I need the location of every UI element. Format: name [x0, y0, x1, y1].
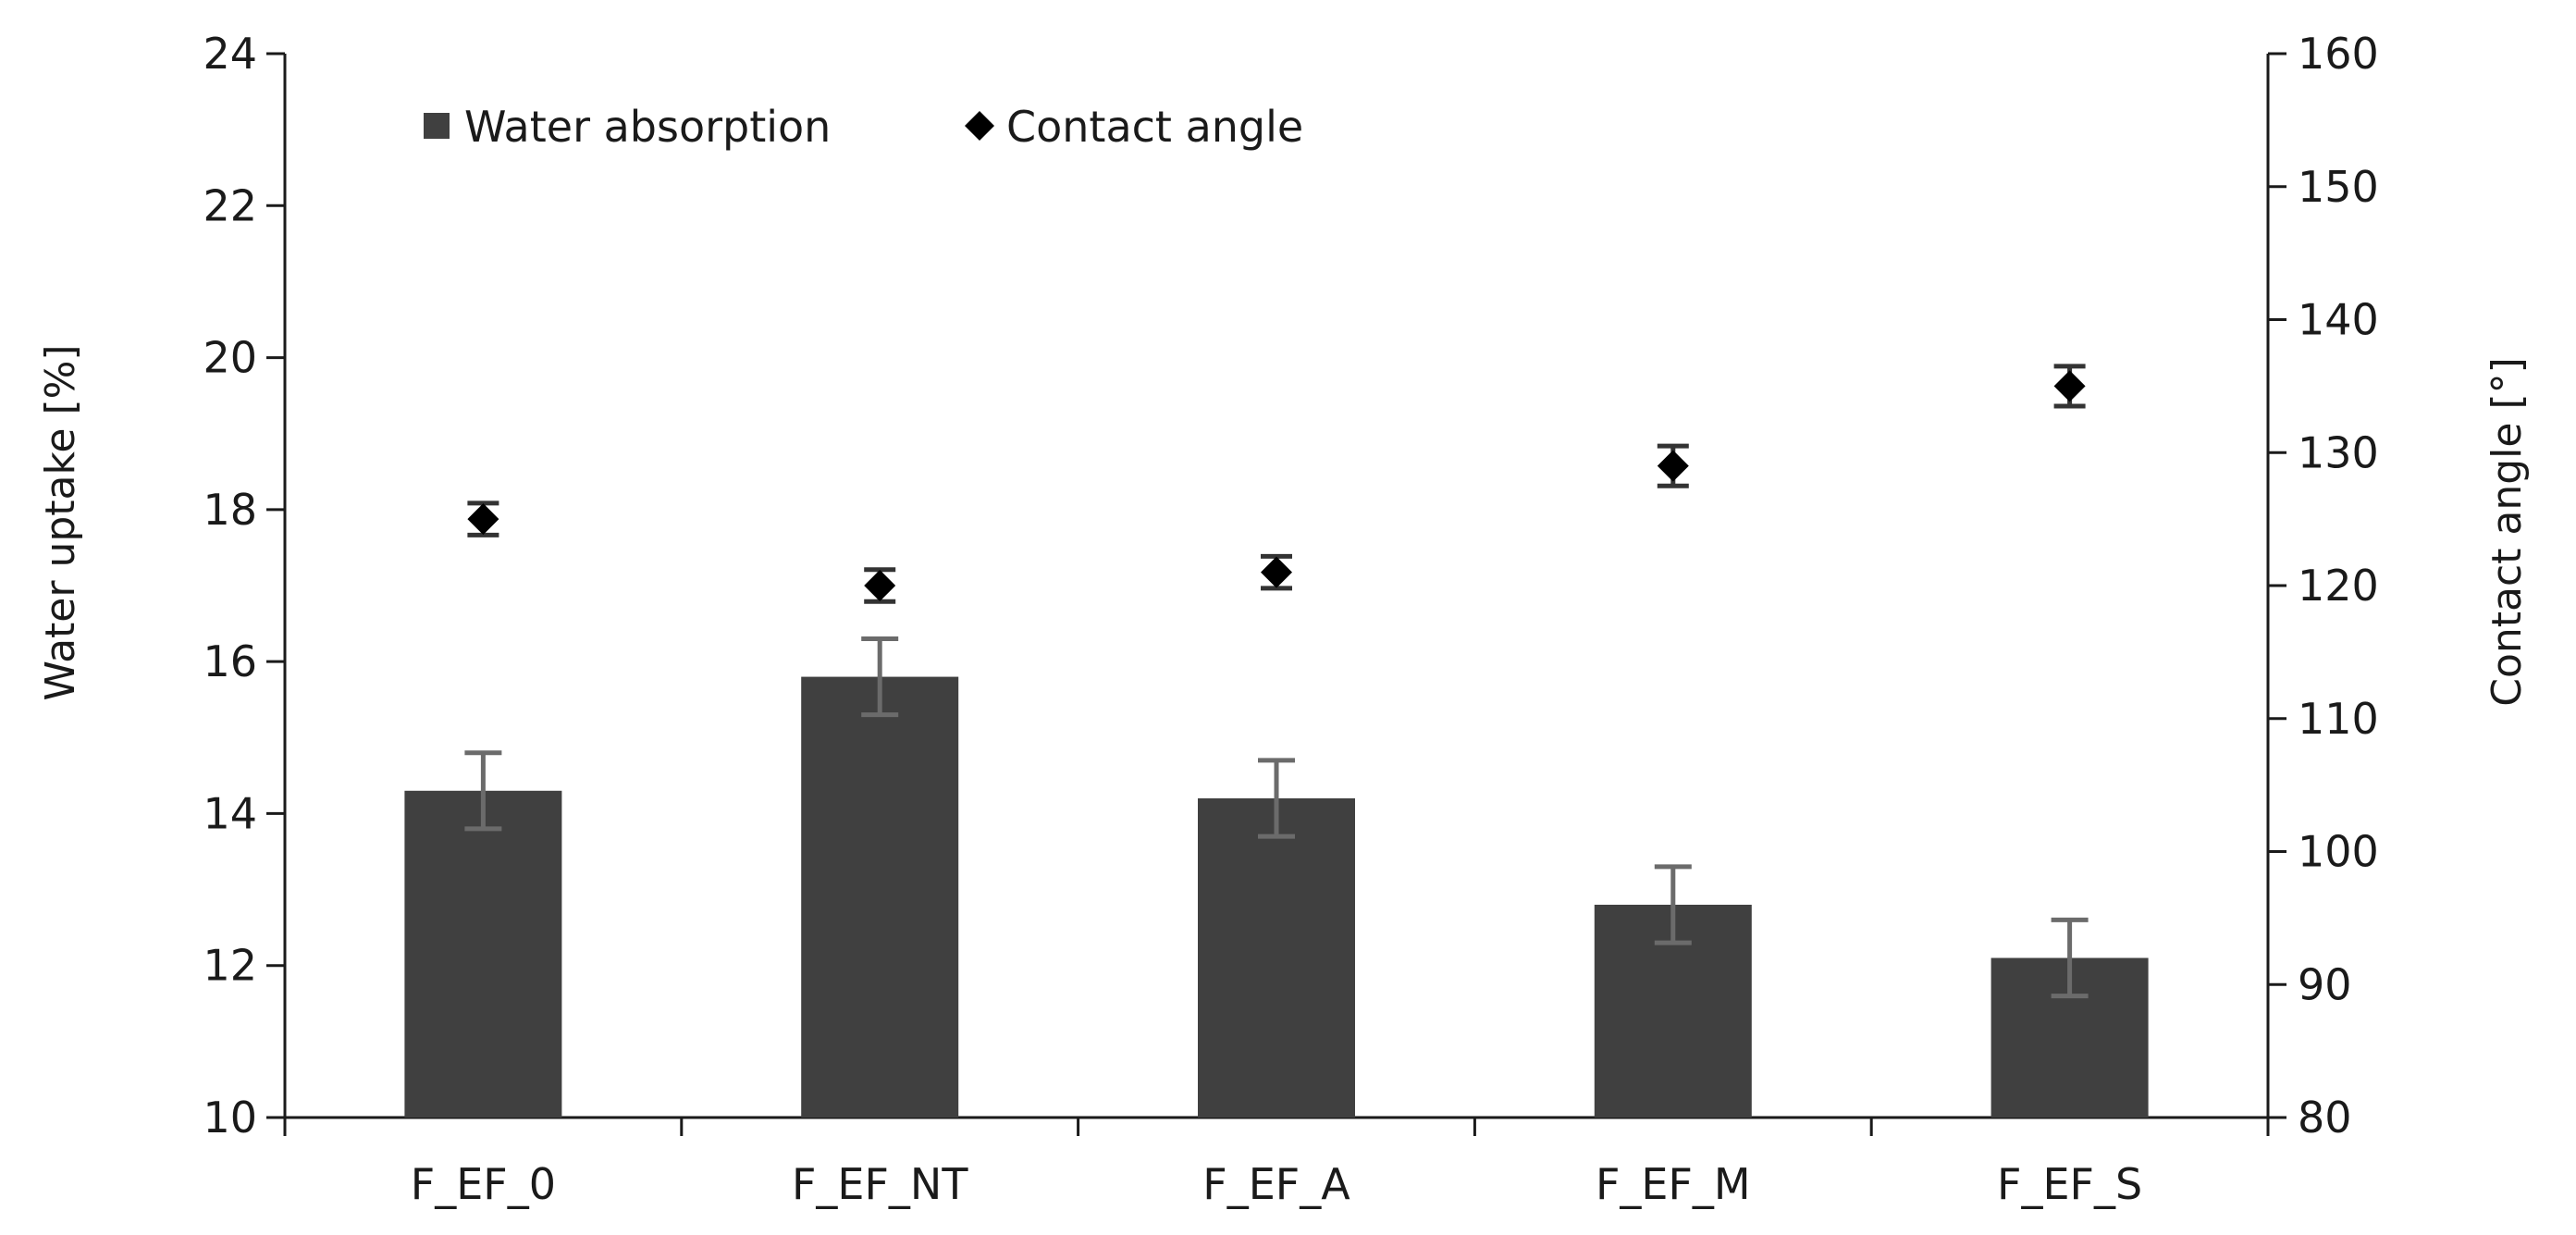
point: [1261, 556, 1292, 588]
x-tick-label: F_EF_A: [1202, 1159, 1350, 1209]
y2-tick-label: 120: [2298, 561, 2379, 611]
bar-series: [404, 636, 2149, 1118]
legend-diamond-marker: [965, 111, 994, 141]
y2-tick-label: 150: [2298, 162, 2379, 212]
y-tick-label: 10: [203, 1093, 257, 1142]
tick-labels: 10 12 14 16 18 20 22 24 80 90 100 110 120 130 140 150 16…: [203, 29, 2378, 1209]
y-tick-label: 24: [203, 29, 257, 79]
point: [1657, 450, 1689, 482]
bar: [1198, 798, 1355, 1118]
legend-label-water-absorption: Water absorption: [464, 102, 831, 152]
point: [467, 503, 499, 536]
y2-tick-label: 110: [2298, 694, 2379, 744]
x-tick-label: F_EF_NT: [792, 1159, 968, 1209]
y2-tick-label: 100: [2298, 827, 2379, 877]
y2-axis-title: Contact angle [°]: [2484, 357, 2531, 707]
x-tick-label: F_EF_M: [1596, 1159, 1751, 1209]
x-tick-label: F_EF_S: [1997, 1159, 2142, 1209]
y-tick-label: 22: [203, 180, 257, 230]
legend-bar-swatch: [424, 113, 450, 139]
point: [864, 570, 896, 601]
bar: [404, 790, 562, 1118]
y2-tick-label: 160: [2298, 29, 2379, 79]
point: [2053, 370, 2086, 402]
y2-tick-label: 140: [2298, 295, 2379, 345]
y-tick-label: 18: [203, 485, 257, 535]
y2-tick-label: 80: [2298, 1093, 2352, 1142]
bar: [801, 676, 959, 1118]
legend: Water absorption Contact angle: [424, 102, 1303, 152]
y-tick-label: 20: [203, 333, 257, 383]
y2-tick-label: 90: [2298, 959, 2352, 1009]
x-tick-label: F_EF_0: [411, 1159, 556, 1209]
y-tick-label: 16: [203, 636, 257, 686]
y2-tick-label: 130: [2298, 427, 2379, 477]
y-tick-label: 14: [203, 788, 257, 838]
y-axis-title: Water uptake [%]: [37, 344, 84, 700]
legend-label-contact-angle: Contact angle: [1006, 102, 1303, 152]
y-tick-label: 12: [203, 941, 257, 991]
point-series: [467, 364, 2086, 604]
